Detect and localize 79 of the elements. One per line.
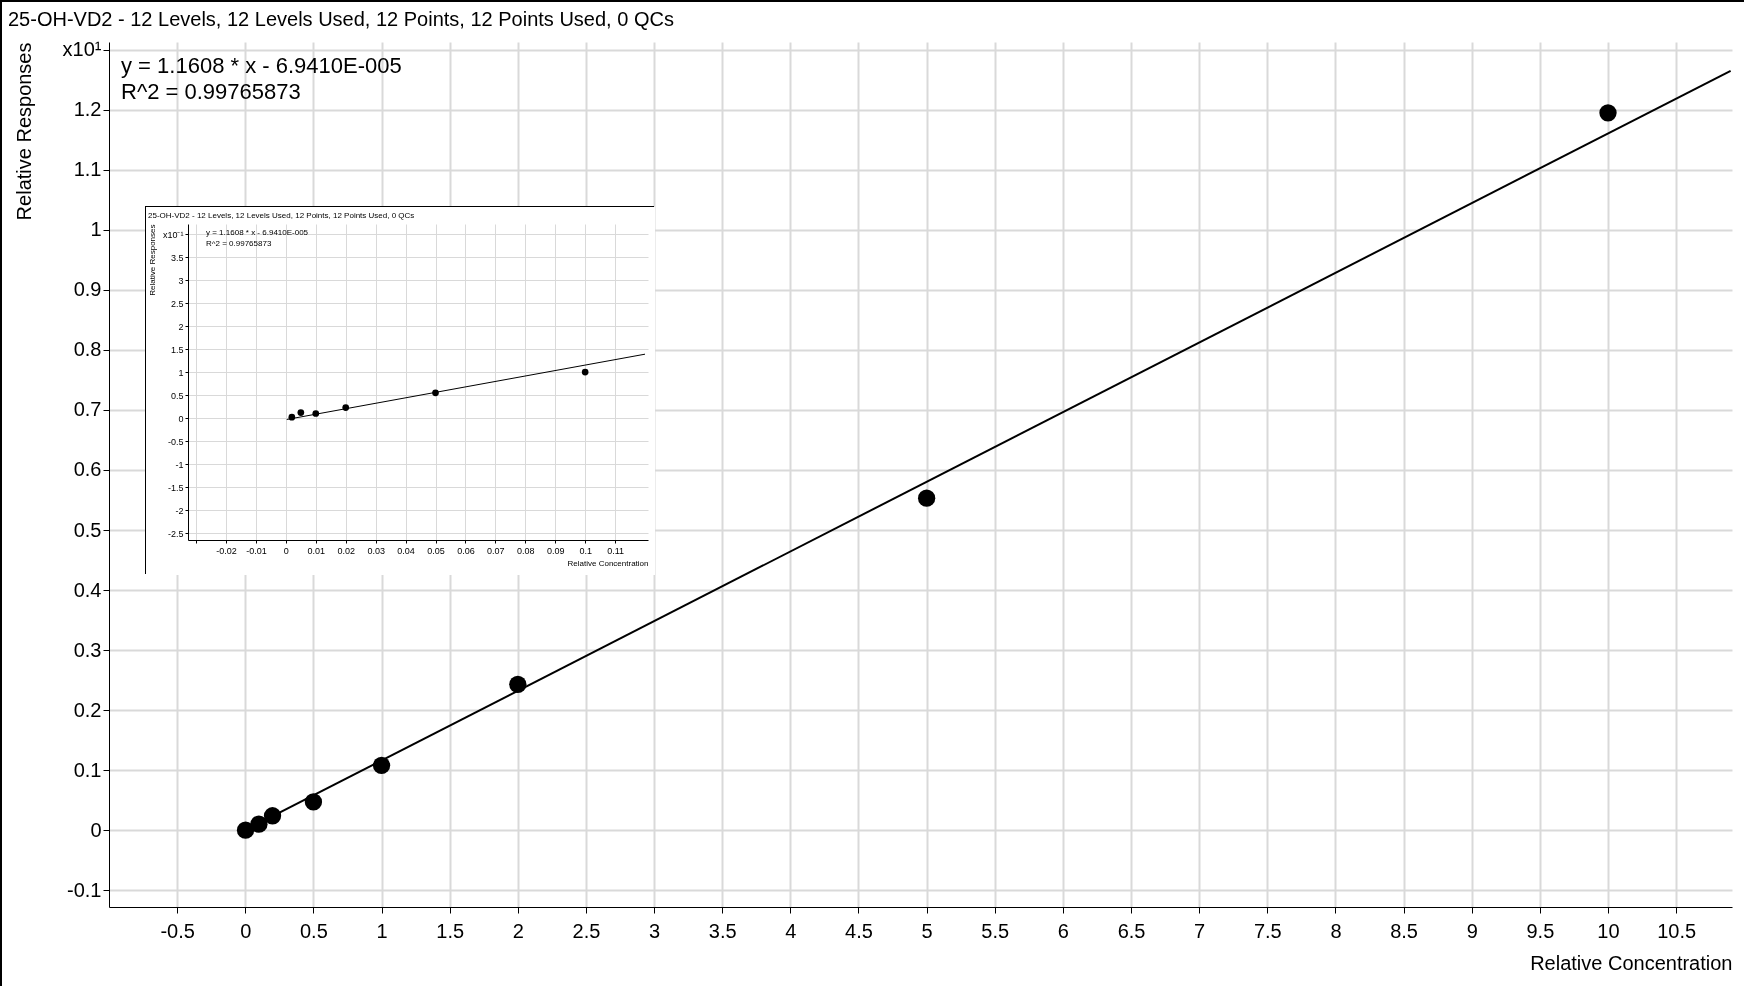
- y-tick-label: 0.6: [73, 458, 102, 481]
- y-axis-title: Relative Responses: [12, 42, 35, 221]
- x-tick-label: 0.03: [367, 546, 385, 557]
- chart-title: 25-OH-VD2 - 12 Levels, 12 Levels Used, 12 Points, 12 Points Used, 0 QCs: [148, 211, 415, 220]
- x-tick-label: 0.11: [607, 546, 625, 557]
- y-tick-label: 0.1: [73, 758, 102, 781]
- x-tick-label: 2: [512, 919, 524, 942]
- y-tick-label: 1.2: [73, 98, 102, 121]
- y-tick-label: x10¹: [62, 38, 102, 61]
- y-tick-label: 0.5: [170, 390, 184, 401]
- x-tick-label: 0.5: [300, 919, 328, 942]
- y-tick-label: 3: [178, 275, 184, 286]
- annotation: R^2 = 0.99765873: [206, 239, 272, 248]
- x-tick-label: 8: [1330, 919, 1342, 942]
- x-tick-label: 10.5: [1657, 919, 1697, 942]
- x-tick-label: 0: [283, 546, 289, 557]
- y-tick-label: 2.5: [170, 298, 184, 309]
- y-tick-label: -1.5: [167, 482, 184, 493]
- x-tick-label: 6.5: [1117, 919, 1146, 942]
- y-tick-label: 1: [90, 218, 102, 241]
- y-tick-label: -0.1: [67, 878, 102, 901]
- x-tick-label: 9.5: [1526, 919, 1555, 942]
- y-tick-label: 0.4: [73, 578, 102, 601]
- x-axis-title: Relative Concentration: [567, 559, 649, 569]
- x-tick-label: 0.04: [397, 546, 415, 557]
- x-tick-label: 0.1: [579, 546, 592, 557]
- x-tick-label: 1: [376, 919, 388, 942]
- x-tick-label: 1.5: [436, 919, 465, 942]
- x-axis-title: Relative Concentration: [1530, 951, 1733, 974]
- x-tick-label: 0.08: [517, 546, 535, 557]
- y-tick-label: 0: [178, 413, 184, 424]
- annotation: R^2 = 0.99765873: [121, 79, 301, 104]
- point: [1599, 104, 1617, 122]
- x-tick-label: 5.5: [981, 919, 1010, 942]
- point: [917, 489, 936, 507]
- y-tick-label: -2: [175, 505, 184, 516]
- y-tick-label: x10⁻¹: [162, 229, 184, 240]
- x-tick-label: 0.06: [457, 546, 475, 557]
- y-tick-label: 1: [178, 367, 184, 378]
- y-tick-label: 0.7: [73, 398, 102, 421]
- x-tick-label: 7: [1194, 919, 1206, 942]
- x-tick-label: 8.5: [1390, 919, 1418, 942]
- x-tick-label: -0.02: [216, 546, 237, 557]
- y-tick-label: 2: [178, 321, 184, 332]
- point: [297, 409, 305, 416]
- x-tick-label: 0.09: [546, 546, 565, 557]
- x-tick-label: 9: [1466, 919, 1478, 942]
- y-tick-label: 0: [90, 818, 102, 841]
- y-tick-label: -0.5: [167, 436, 184, 447]
- x-tick-label: 4: [785, 919, 797, 942]
- y-tick-label: 0.9: [73, 278, 102, 301]
- x-tick-label: 6: [1057, 919, 1069, 942]
- point: [581, 368, 589, 376]
- x-tick-label: 3: [649, 919, 661, 942]
- annotation: y = 1.1608 * x - 6.9410E-005: [121, 53, 402, 78]
- x-tick-label: 5: [921, 919, 933, 942]
- y-tick-label: 1.5: [170, 344, 184, 355]
- y-tick-label: -1: [175, 459, 184, 470]
- x-tick-label: 0: [240, 919, 252, 942]
- x-tick-label: 4.5: [845, 919, 873, 942]
- x-tick-label: 10: [1597, 919, 1620, 942]
- y-tick-label: 0.5: [73, 518, 102, 541]
- x-tick-label: 2.5: [572, 919, 601, 942]
- x-tick-label: 7.5: [1253, 919, 1282, 942]
- annotation: y = 1.1608 * x - 6.9410E-005: [206, 228, 309, 237]
- x-tick-label: 0.02: [337, 546, 355, 557]
- x-tick-label: 0.01: [307, 546, 326, 557]
- x-tick-label: 0.07: [487, 546, 505, 557]
- y-tick-label: 0.2: [73, 698, 102, 721]
- y-tick-label: 3.5: [170, 252, 184, 263]
- y-axis-title: Relative Responses: [147, 224, 157, 296]
- y-tick-label: 0.3: [73, 638, 102, 661]
- x-tick-label: 0.05: [427, 546, 445, 557]
- y-tick-label: 1.1: [73, 158, 102, 181]
- chart-title: 25-OH-VD2 - 12 Levels, 12 Levels Used, 12 Points, 12 Points Used, 0 QCs: [8, 7, 674, 30]
- y-tick-label: -2.5: [167, 528, 184, 539]
- x-tick-label: -0.01: [246, 546, 267, 557]
- y-tick-label: 0.8: [73, 338, 102, 361]
- x-tick-label: 3.5: [708, 919, 737, 942]
